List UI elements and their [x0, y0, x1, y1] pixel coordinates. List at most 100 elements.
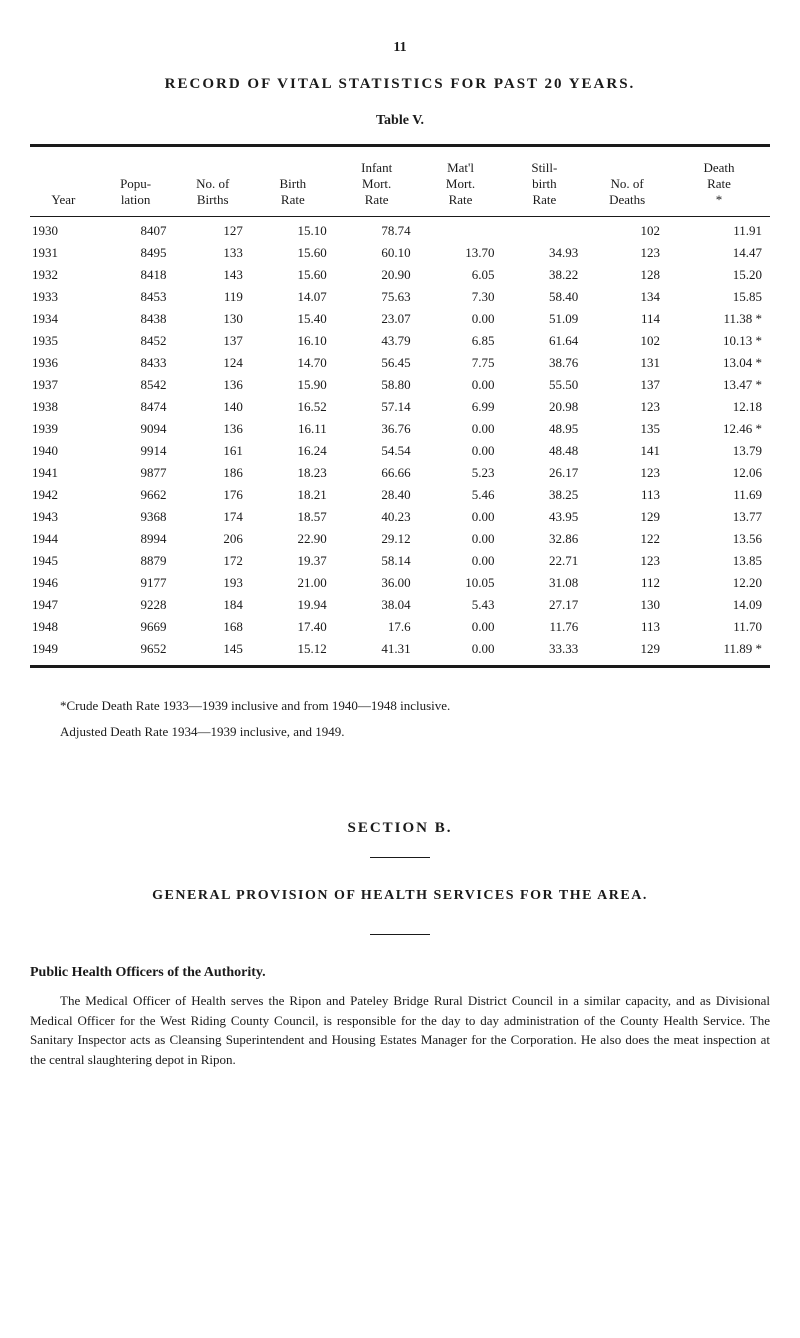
cell-death_rate: 15.85 — [668, 286, 770, 308]
cell-infant_mort: 17.6 — [335, 616, 419, 638]
cell-birth_rate: 16.24 — [251, 440, 335, 462]
cell-deaths: 131 — [586, 352, 668, 374]
cell-population: 8433 — [97, 352, 175, 374]
main-title: RECORD OF VITAL STATISTICS FOR PAST 20 Y… — [30, 76, 770, 93]
footnote: *Crude Death Rate 1933—1939 inclusive an… — [30, 698, 770, 714]
cell-deaths: 113 — [586, 616, 668, 638]
cell-death_rate: 12.20 — [668, 572, 770, 594]
cell-death_rate: 12.46 * — [668, 418, 770, 440]
cell-infant_mort: 56.45 — [335, 352, 419, 374]
top-border — [30, 144, 770, 147]
col-births: No. of Births — [175, 152, 251, 217]
cell-still_birth: 11.76 — [502, 616, 586, 638]
cell-death_rate: 14.47 — [668, 242, 770, 264]
cell-matl_mort: 0.00 — [419, 308, 503, 330]
cell-infant_mort: 75.63 — [335, 286, 419, 308]
cell-year: 1945 — [30, 550, 97, 572]
table-row: 1948966916817.4017.60.0011.7611311.70 — [30, 616, 770, 638]
section-divider-2 — [370, 934, 430, 935]
cell-birth_rate: 21.00 — [251, 572, 335, 594]
cell-year: 1944 — [30, 528, 97, 550]
cell-still_birth: 48.48 — [502, 440, 586, 462]
adjusted-note: Adjusted Death Rate 1934—1939 inclusive,… — [30, 724, 770, 740]
table-row: 1945887917219.3758.140.0022.7112313.85 — [30, 550, 770, 572]
cell-deaths: 129 — [586, 638, 668, 660]
cell-births: 133 — [175, 242, 251, 264]
cell-matl_mort — [419, 217, 503, 243]
cell-year: 1942 — [30, 484, 97, 506]
cell-birth_rate: 15.90 — [251, 374, 335, 396]
cell-infant_mort: 28.40 — [335, 484, 419, 506]
cell-births: 176 — [175, 484, 251, 506]
table-row: 1938847414016.5257.146.9920.9812312.18 — [30, 396, 770, 418]
cell-deaths: 123 — [586, 550, 668, 572]
cell-birth_rate: 15.40 — [251, 308, 335, 330]
cell-still_birth: 22.71 — [502, 550, 586, 572]
col-birth-rate: Birth Rate — [251, 152, 335, 217]
table-row: 1935845213716.1043.796.8561.6410210.13 * — [30, 330, 770, 352]
cell-death_rate: 13.47 * — [668, 374, 770, 396]
cell-still_birth: 34.93 — [502, 242, 586, 264]
cell-birth_rate: 19.94 — [251, 594, 335, 616]
cell-birth_rate: 18.23 — [251, 462, 335, 484]
cell-deaths: 123 — [586, 396, 668, 418]
table-label: Table V. — [30, 113, 770, 129]
cell-birth_rate: 22.90 — [251, 528, 335, 550]
cell-population: 9368 — [97, 506, 175, 528]
cell-matl_mort: 0.00 — [419, 638, 503, 660]
cell-deaths: 137 — [586, 374, 668, 396]
cell-matl_mort: 10.05 — [419, 572, 503, 594]
cell-population: 8542 — [97, 374, 175, 396]
table-row: 1932841814315.6020.906.0538.2212815.20 — [30, 264, 770, 286]
cell-infant_mort: 58.80 — [335, 374, 419, 396]
cell-year: 1948 — [30, 616, 97, 638]
cell-matl_mort: 0.00 — [419, 418, 503, 440]
cell-birth_rate: 16.10 — [251, 330, 335, 352]
cell-still_birth: 43.95 — [502, 506, 586, 528]
cell-still_birth: 48.95 — [502, 418, 586, 440]
subsection-title: Public Health Officers of the Authority. — [30, 965, 770, 981]
cell-infant_mort: 58.14 — [335, 550, 419, 572]
cell-matl_mort: 0.00 — [419, 550, 503, 572]
cell-matl_mort: 0.00 — [419, 616, 503, 638]
col-year: Year — [30, 152, 97, 217]
cell-infant_mort: 43.79 — [335, 330, 419, 352]
cell-deaths: 113 — [586, 484, 668, 506]
cell-population: 8994 — [97, 528, 175, 550]
cell-birth_rate: 17.40 — [251, 616, 335, 638]
cell-birth_rate: 14.70 — [251, 352, 335, 374]
cell-infant_mort: 40.23 — [335, 506, 419, 528]
cell-matl_mort: 0.00 — [419, 374, 503, 396]
cell-matl_mort: 0.00 — [419, 440, 503, 462]
cell-death_rate: 13.04 * — [668, 352, 770, 374]
table-row: 1939909413616.1136.760.0048.9513512.46 * — [30, 418, 770, 440]
cell-death_rate: 11.38 * — [668, 308, 770, 330]
cell-matl_mort: 5.23 — [419, 462, 503, 484]
table-row: 1944899420622.9029.120.0032.8612213.56 — [30, 528, 770, 550]
cell-deaths: 123 — [586, 242, 668, 264]
cell-births: 145 — [175, 638, 251, 660]
cell-matl_mort: 6.05 — [419, 264, 503, 286]
cell-matl_mort: 0.00 — [419, 506, 503, 528]
cell-population: 8438 — [97, 308, 175, 330]
cell-year: 1933 — [30, 286, 97, 308]
cell-matl_mort: 6.85 — [419, 330, 503, 352]
cell-population: 9177 — [97, 572, 175, 594]
cell-still_birth: 33.33 — [502, 638, 586, 660]
cell-still_birth: 55.50 — [502, 374, 586, 396]
cell-still_birth: 38.22 — [502, 264, 586, 286]
cell-population: 8418 — [97, 264, 175, 286]
table-row: 1947922818419.9438.045.4327.1713014.09 — [30, 594, 770, 616]
cell-birth_rate: 18.57 — [251, 506, 335, 528]
cell-still_birth: 38.76 — [502, 352, 586, 374]
cell-matl_mort: 13.70 — [419, 242, 503, 264]
table-row: 1937854213615.9058.800.0055.5013713.47 * — [30, 374, 770, 396]
col-infant-mort: Infant Mort. Rate — [335, 152, 419, 217]
cell-population: 9094 — [97, 418, 175, 440]
cell-birth_rate: 14.07 — [251, 286, 335, 308]
col-still-birth: Still- birth Rate — [502, 152, 586, 217]
cell-births: 184 — [175, 594, 251, 616]
cell-death_rate: 12.18 — [668, 396, 770, 418]
cell-births: 136 — [175, 374, 251, 396]
cell-deaths: 134 — [586, 286, 668, 308]
